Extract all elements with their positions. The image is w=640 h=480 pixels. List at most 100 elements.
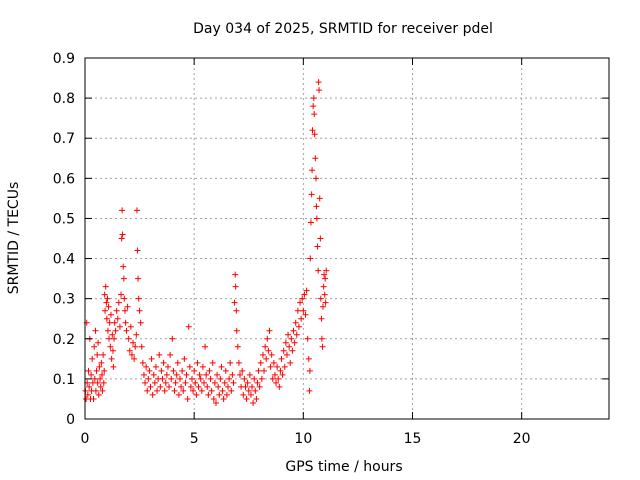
x-axis-ticks: 0 5 10 15 20 bbox=[81, 58, 531, 447]
data-point bbox=[207, 375, 214, 382]
data-point bbox=[249, 383, 256, 390]
data-point bbox=[194, 359, 201, 366]
data-point bbox=[211, 379, 218, 386]
data-point bbox=[317, 295, 324, 302]
y-axis-ticks: 0 0.1 0.2 0.3 0.4 0.5 0.6 0.7 0.8 0.9 bbox=[53, 51, 609, 428]
data-point bbox=[220, 395, 227, 402]
data-point bbox=[306, 387, 313, 394]
data-point bbox=[119, 207, 126, 214]
data-point bbox=[103, 315, 110, 322]
data-point bbox=[147, 383, 154, 390]
data-point bbox=[97, 383, 104, 390]
data-point bbox=[186, 363, 193, 370]
data-point bbox=[257, 359, 264, 366]
data-point bbox=[293, 331, 300, 338]
data-point bbox=[318, 315, 325, 322]
data-point bbox=[156, 351, 163, 358]
data-point bbox=[233, 327, 240, 334]
data-point bbox=[222, 367, 229, 374]
data-point bbox=[223, 391, 230, 398]
data-point bbox=[217, 375, 224, 382]
data-point bbox=[101, 291, 108, 298]
data-point bbox=[144, 387, 151, 394]
data-point bbox=[233, 307, 240, 314]
data-point bbox=[116, 323, 123, 330]
data-point bbox=[88, 371, 95, 378]
data-point bbox=[187, 383, 194, 390]
data-point bbox=[133, 331, 140, 338]
data-point bbox=[309, 167, 316, 174]
data-point bbox=[267, 363, 274, 370]
y-axis-label: SRMTID / TECUs bbox=[6, 182, 22, 295]
data-point bbox=[226, 375, 233, 382]
data-point bbox=[202, 343, 209, 350]
data-point bbox=[316, 87, 323, 94]
data-point bbox=[252, 387, 259, 394]
data-point bbox=[305, 355, 312, 362]
data-point bbox=[227, 359, 234, 366]
data-point bbox=[134, 247, 141, 254]
data-point bbox=[184, 395, 191, 402]
data-point bbox=[239, 367, 246, 374]
data-point bbox=[283, 351, 290, 358]
data-point bbox=[253, 395, 260, 402]
data-point bbox=[265, 347, 272, 354]
data-point bbox=[142, 379, 149, 386]
data-point bbox=[241, 375, 248, 382]
data-point bbox=[123, 327, 130, 334]
data-point bbox=[192, 379, 199, 386]
data-point bbox=[132, 343, 139, 350]
data-point bbox=[188, 375, 195, 382]
data-point bbox=[310, 103, 317, 110]
data-point bbox=[286, 343, 293, 350]
data-point bbox=[259, 351, 266, 358]
data-point bbox=[91, 343, 98, 350]
data-point bbox=[204, 383, 211, 390]
data-point bbox=[294, 307, 301, 314]
data-point bbox=[121, 307, 128, 314]
data-point bbox=[145, 375, 152, 382]
data-point bbox=[215, 383, 222, 390]
data-point bbox=[162, 379, 169, 386]
data-point bbox=[262, 343, 269, 350]
data-point bbox=[312, 155, 319, 162]
data-point bbox=[110, 363, 117, 370]
data-point bbox=[285, 331, 292, 338]
data-point bbox=[264, 335, 271, 342]
data-point bbox=[320, 283, 327, 290]
data-point bbox=[255, 367, 262, 374]
data-point bbox=[312, 175, 319, 182]
data-point bbox=[240, 391, 247, 398]
data-point bbox=[322, 275, 329, 282]
data-point bbox=[158, 367, 165, 374]
data-point bbox=[268, 351, 275, 358]
data-point bbox=[89, 355, 96, 362]
data-point bbox=[135, 275, 142, 282]
data-point bbox=[92, 387, 99, 394]
data-point bbox=[90, 395, 97, 402]
data-point bbox=[146, 367, 153, 374]
x-axis-label: GPS time / hours bbox=[285, 459, 402, 475]
data-point bbox=[99, 371, 106, 378]
data-point bbox=[130, 339, 137, 346]
x-tick-label: 0 bbox=[81, 431, 90, 447]
data-point bbox=[199, 363, 206, 370]
data-point bbox=[106, 335, 113, 342]
data-point bbox=[306, 367, 313, 374]
data-point bbox=[140, 371, 147, 378]
data-point bbox=[102, 307, 109, 314]
data-point bbox=[119, 231, 126, 238]
data-point bbox=[299, 295, 306, 302]
y-tick-label: 0.1 bbox=[53, 372, 75, 388]
data-point bbox=[107, 343, 114, 350]
data-point bbox=[269, 375, 276, 382]
data-point bbox=[319, 303, 326, 310]
data-point bbox=[206, 367, 213, 374]
data-point bbox=[261, 367, 268, 374]
data-point bbox=[178, 383, 185, 390]
data-point bbox=[148, 355, 155, 362]
data-point bbox=[256, 383, 263, 390]
data-point bbox=[318, 335, 325, 342]
data-point bbox=[322, 299, 329, 306]
data-point bbox=[168, 375, 175, 382]
